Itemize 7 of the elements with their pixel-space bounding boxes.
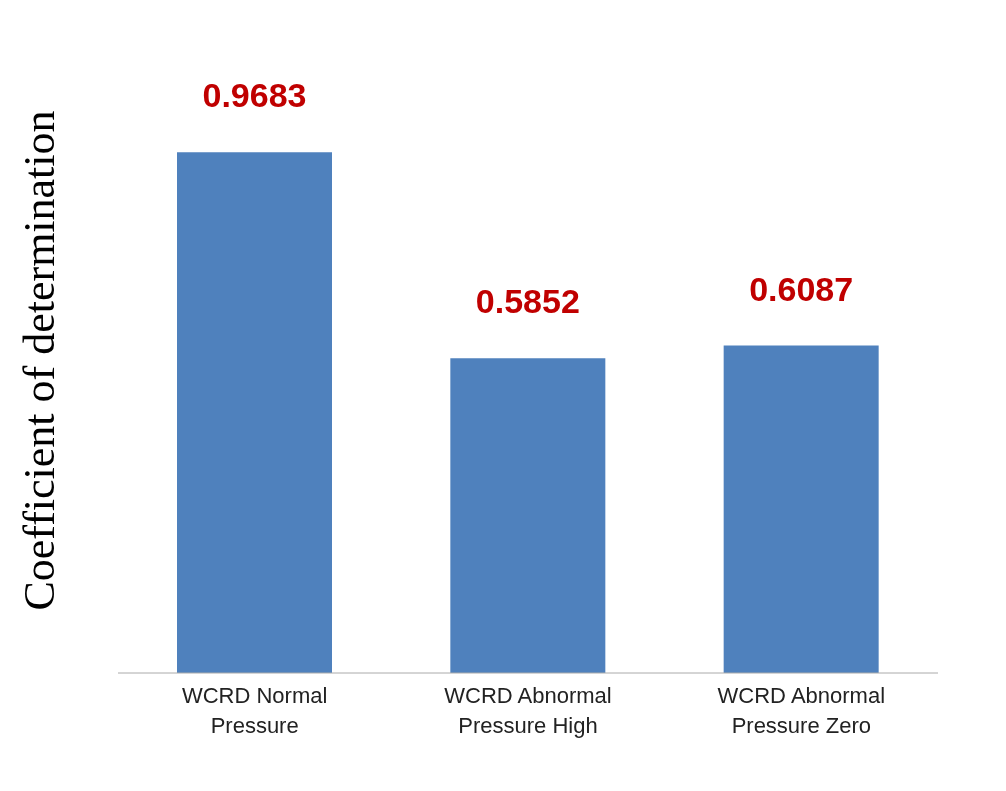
x-tick-label: WCRD Abnormal Pressure Zero: [717, 683, 886, 738]
y-axis-title: Coefficient of determination: [14, 110, 64, 611]
x-tick-label: WCRD Normal Pressure: [181, 683, 328, 738]
data-label: 0.6087: [749, 269, 854, 308]
data-label: 0.5852: [475, 282, 580, 321]
x-tick-label: WCRD Abnormal Pressure High: [444, 683, 612, 738]
data-label: 0.9683: [202, 76, 307, 115]
